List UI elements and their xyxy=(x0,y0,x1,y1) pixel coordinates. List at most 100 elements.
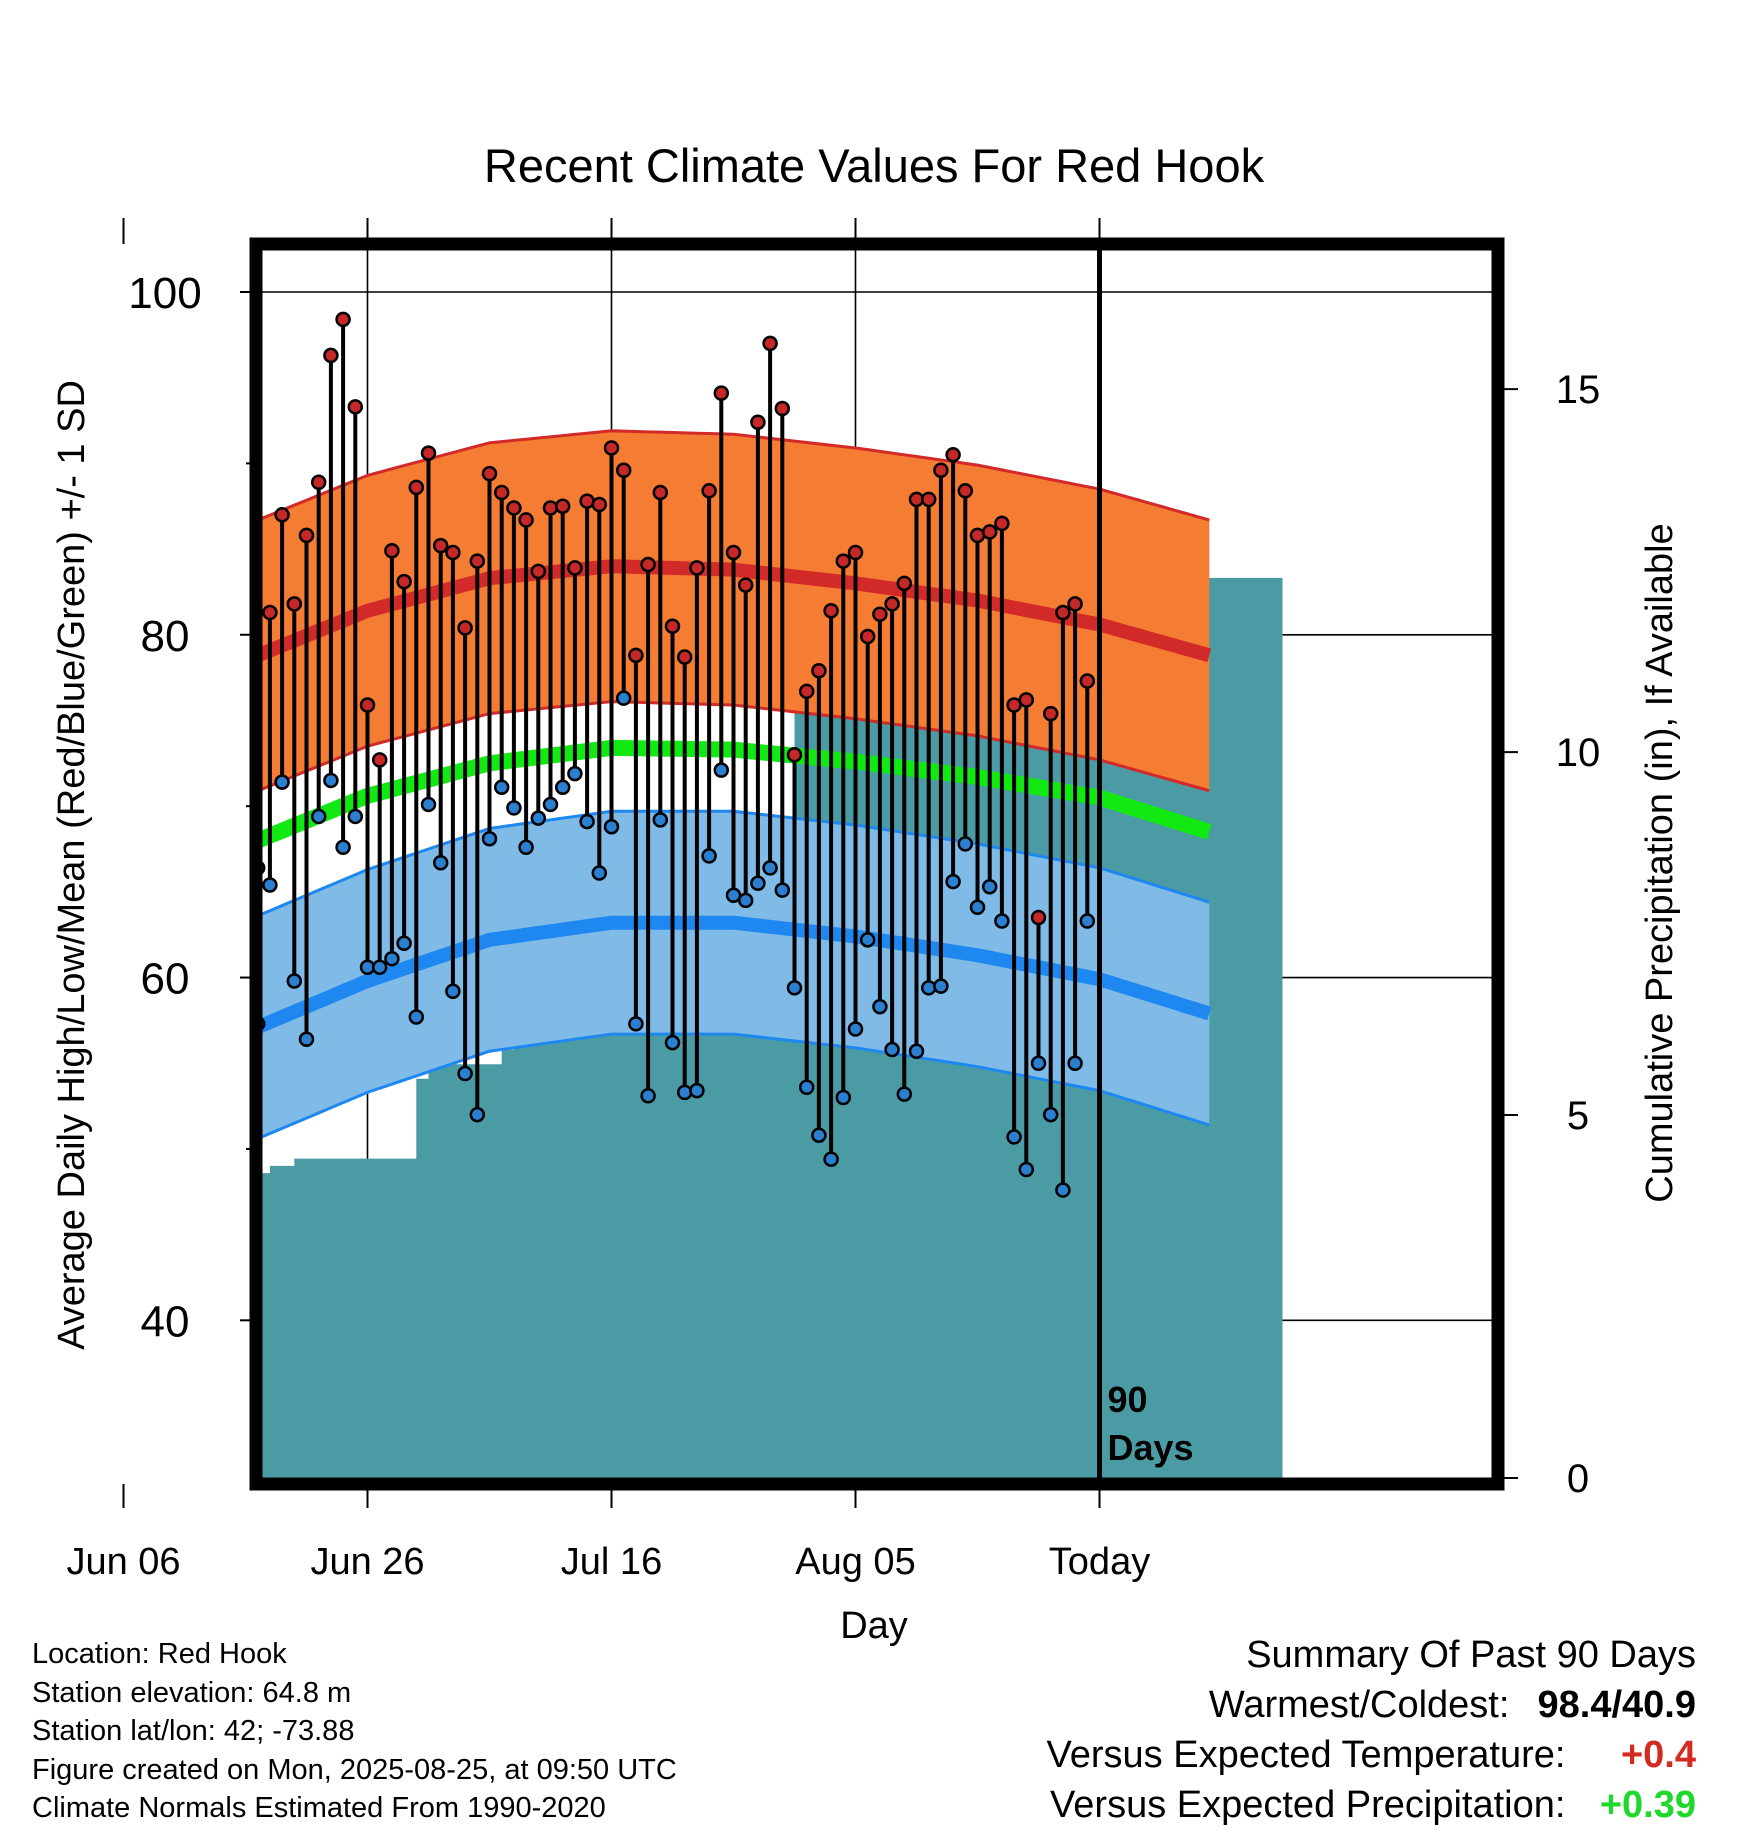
normals-text: Climate Normals Estimated From 1990-2020 xyxy=(32,1792,606,1824)
warmest-coldest-label: Warmest/Coldest: xyxy=(1208,1684,1510,1726)
high-temp-point xyxy=(786,746,803,763)
high-temp-point xyxy=(713,385,730,401)
high-temp-point xyxy=(859,628,876,645)
high-temp-point xyxy=(896,575,913,592)
low-temp-point xyxy=(32,1053,45,1066)
high-temp-point xyxy=(798,683,815,700)
plot-frame xyxy=(249,237,1505,1491)
low-temp-point xyxy=(335,839,351,856)
low-temp-point xyxy=(640,1088,656,1104)
high-temp-point xyxy=(19,807,32,820)
low-temp-point xyxy=(105,875,118,888)
high-temp-point xyxy=(737,577,754,593)
high-band-lower-edge xyxy=(262,700,1210,793)
low-temp-point xyxy=(19,1093,32,1106)
low-temp-point xyxy=(920,980,937,996)
summary-title: Summary Of Past 90 Days xyxy=(1246,1634,1696,1676)
high-temp-point xyxy=(945,447,961,463)
low-temp-point xyxy=(117,911,130,924)
x-axis-label: Day xyxy=(840,1605,908,1647)
high-temp-point xyxy=(774,400,791,417)
high-temp-point xyxy=(262,604,278,621)
y-tick-label: 40 xyxy=(141,1297,190,1346)
temp-anomaly-row: Versus Expected Temperature: +0.4 xyxy=(1047,1730,1696,1780)
low-temp-point xyxy=(981,878,998,895)
low-temp-point xyxy=(713,762,730,778)
high-temp-point xyxy=(518,512,534,528)
low-temp-point xyxy=(323,772,339,789)
ninety-day-marker-label: 90 xyxy=(1108,1379,1148,1420)
high-temp-point xyxy=(847,544,864,561)
high-temp-point xyxy=(154,882,167,895)
high-temp-point xyxy=(384,543,400,559)
low-temp-point xyxy=(1006,1129,1022,1145)
low-temp-point xyxy=(994,913,1010,929)
high-temp-point xyxy=(432,537,449,554)
high-temp-point xyxy=(420,445,437,461)
low-normal-line xyxy=(262,915,1212,1034)
low-temp-point xyxy=(1018,1161,1035,1178)
low-temp-point xyxy=(872,998,888,1015)
x-tick-label: Jun 06 xyxy=(66,1541,180,1583)
low-temp-point xyxy=(664,1034,681,1051)
high-temp-point xyxy=(347,399,364,415)
low-band-upper-edge xyxy=(262,809,1210,916)
low-temp-point xyxy=(310,808,327,825)
low-temp-point xyxy=(896,1086,913,1102)
high-temp-point xyxy=(298,527,315,544)
y-tick-label: 80 xyxy=(141,612,190,661)
mean-normal-line xyxy=(262,739,1212,848)
low-temp-point xyxy=(591,865,608,881)
low-temp-point xyxy=(676,1084,693,1101)
low-temp-point xyxy=(408,1009,425,1025)
low-temp-point xyxy=(506,800,522,816)
high-normal-line xyxy=(262,559,1212,663)
low-temp-point xyxy=(384,950,400,967)
high-temp-point xyxy=(628,647,644,664)
low-band-lower-edge xyxy=(262,1032,1210,1139)
low-temp-point xyxy=(811,1127,827,1143)
high-temp-point xyxy=(652,484,669,501)
y2-tick-label: 15 xyxy=(1556,368,1601,412)
high-temp-point xyxy=(957,483,974,499)
low-temp-point xyxy=(202,1084,215,1097)
low-temp-point xyxy=(141,1028,154,1041)
axes: 100 80 60 40 15 10 5 0 Jun 06 Jun 26 Jul 16 Aug 05 T… xyxy=(66,218,1600,1583)
low-temp-point xyxy=(445,983,461,1000)
low-temp-point xyxy=(298,1031,315,1047)
y-tick-label: 100 xyxy=(128,269,201,318)
low-temp-point xyxy=(554,779,571,796)
high-temp-point xyxy=(166,697,179,710)
high-temp-point xyxy=(323,347,339,364)
low-temp-point xyxy=(93,1021,106,1034)
high-temp-point xyxy=(396,573,412,590)
low-temp-point xyxy=(493,779,510,796)
high-temp-point xyxy=(227,825,240,838)
low-temp-point xyxy=(1055,1182,1071,1198)
created-text: Figure created on Mon, 2025-08-25, at 09… xyxy=(32,1753,677,1786)
daily-points xyxy=(19,311,1096,1198)
low-temp-point xyxy=(603,818,620,835)
low-temp-point xyxy=(847,1021,864,1037)
warmest-coldest-row: Warmest/Coldest: 98.4/40.9 xyxy=(1047,1680,1696,1730)
low-temp-point xyxy=(798,1079,815,1095)
high-temp-point xyxy=(994,515,1010,532)
temp-anomaly-label: Versus Expected Temperature: xyxy=(1046,1734,1566,1776)
high-temp-point xyxy=(469,553,486,569)
low-temp-point xyxy=(945,873,961,890)
high-temp-point xyxy=(1042,705,1059,722)
temp-anomaly-value: +0.4 xyxy=(1620,1734,1696,1776)
high-temp-point xyxy=(359,697,376,713)
chart-title: Recent Climate Values For Red Hook xyxy=(484,139,1265,192)
high-temp-point xyxy=(603,440,620,456)
high-temp-point xyxy=(920,491,937,508)
high-temp-point xyxy=(105,443,118,456)
high-temp-point xyxy=(664,618,681,634)
high-temp-point xyxy=(408,479,425,496)
y2-axis-label: Cumulative Precipitation (in), If Availa… xyxy=(1639,523,1681,1202)
high-temp-point xyxy=(506,500,522,516)
low-temp-point xyxy=(371,959,388,976)
low-temp-point xyxy=(274,774,290,790)
x-tick-label: Jun 26 xyxy=(310,1541,424,1583)
